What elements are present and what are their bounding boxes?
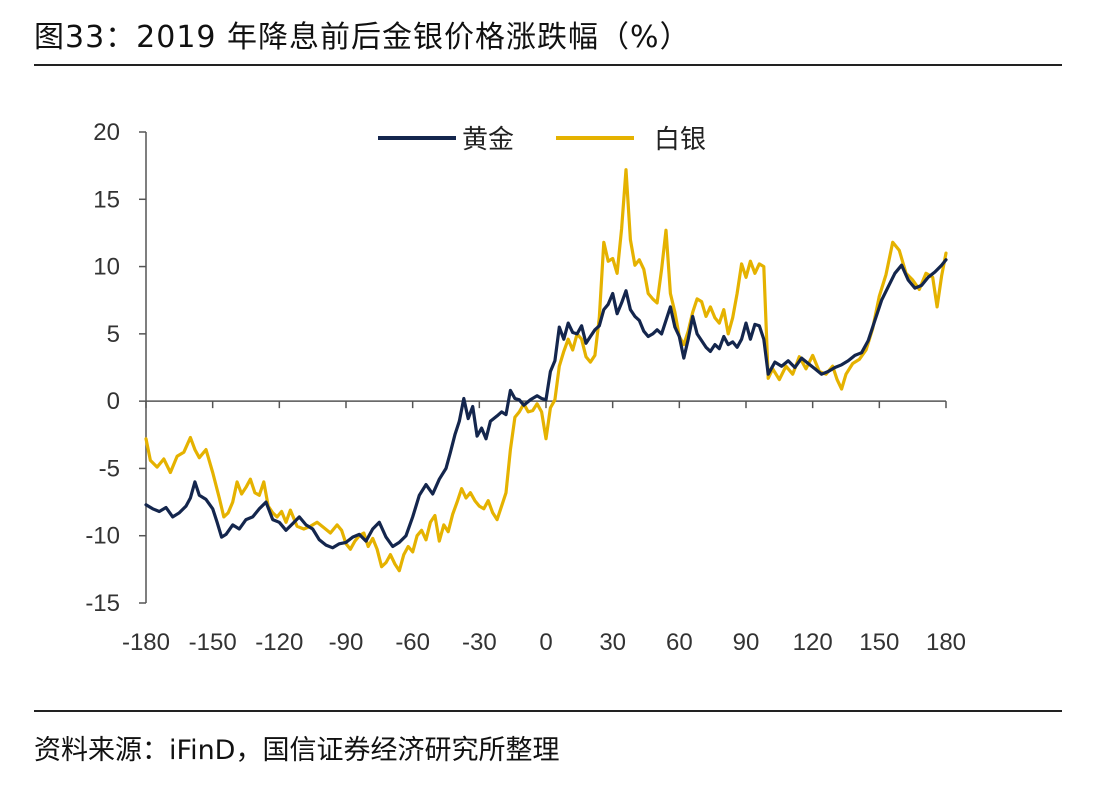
series-line-0 [144,258,948,550]
x-tick-label: -30 [462,629,497,656]
y-tick-label: 0 [107,388,120,415]
x-tick-label: -60 [395,629,430,656]
legend-label-1: 白银 [654,125,706,155]
x-tick-label: 0 [539,629,552,656]
y-tick-label: -15 [85,590,120,617]
figure-title: 图33：2019 年降息前后金银价格涨跌幅（%） [34,20,691,55]
x-tick-label: -180 [122,629,170,656]
x-tick-label: 30 [599,629,626,656]
x-tick-label: 60 [666,629,693,656]
x-tick-label: -120 [255,629,303,656]
series-line-1 [144,168,948,573]
y-tick-label: 15 [93,186,120,213]
y-axis-ticks: -15 -10 -5 0 5 10 15 20 [85,119,146,617]
x-tick-label: 180 [926,629,966,656]
y-tick-label: -5 [99,455,120,482]
x-tick-label: 120 [793,629,833,656]
chart-axes [145,132,946,603]
y-tick-label: -10 [85,523,120,550]
x-tick-label: 90 [733,629,760,656]
source-divider [34,710,1062,712]
legend-label-0: 黄金 [462,125,514,155]
x-tick-label: 150 [859,629,899,656]
x-tick-label: -90 [329,629,364,656]
x-tick-label: -150 [189,629,237,656]
chart-legend: 黄金 白银 [378,125,706,155]
y-tick-label: 20 [93,119,120,146]
x-axis-ticks: -180 -150 -120 -90 -60 -30 0 30 60 90 120 150 180 [122,401,966,656]
y-tick-label: 10 [93,254,120,281]
source-note: 资料来源：iFinD，国信证券经济研究所整理 [34,735,560,766]
title-divider [34,64,1062,66]
line-chart: -15 -10 -5 0 5 10 15 20 -180 -150 -120 -90 -60 -30 0 3… [85,119,966,656]
y-tick-label: 5 [107,321,120,348]
chart-series [144,168,948,573]
